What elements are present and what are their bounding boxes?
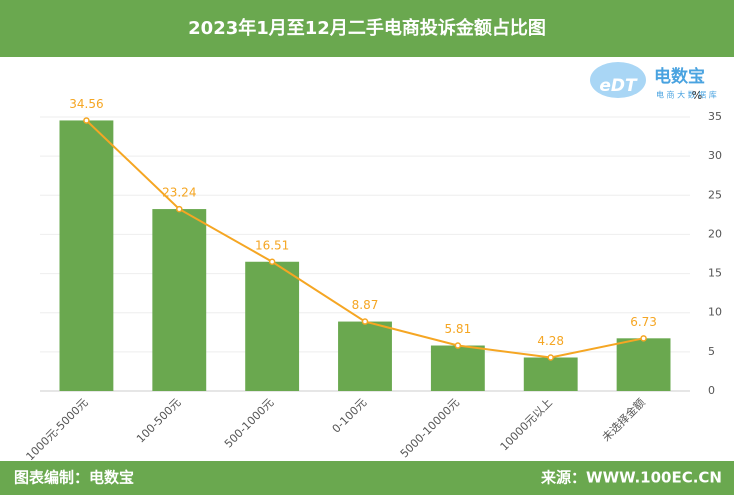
x-tick-label: 10000元以上 [498, 396, 555, 453]
line-point [361, 318, 369, 325]
data-label: 16.51 [255, 238, 289, 252]
bar [523, 357, 578, 391]
x-tick-label: 500-1000元 [222, 396, 276, 450]
line-point [547, 354, 554, 361]
y-tick-label: 15 [708, 267, 722, 280]
footer-left: 图表编制：电数宝 [14, 469, 134, 487]
bar [616, 338, 671, 391]
footer-right: 来源：WWW.100EC.CN [540, 469, 722, 487]
y-tick-label: 0 [708, 384, 715, 397]
y-tick-label: 5 [708, 345, 715, 358]
data-label: 6.73 [630, 315, 657, 329]
line-point [454, 342, 462, 349]
bar [338, 321, 392, 391]
footer-bar [0, 461, 734, 495]
y-tick-label: 20 [708, 227, 722, 240]
y-tick-label: 30 [708, 149, 722, 162]
x-tick-label: 未选择金额 [599, 395, 648, 444]
chart-title: 2023年1月至12月二手电商投诉金额占比图 [188, 17, 546, 39]
x-tick-label: 0-100元 [330, 396, 370, 436]
line-point [640, 335, 647, 342]
line-point [268, 258, 276, 266]
logo-cloud [590, 62, 646, 98]
bar [245, 261, 300, 391]
x-tick-label: 5000-10000元 [398, 396, 462, 460]
y-tick-label: 25 [708, 188, 722, 201]
x-tick-label: 100-500元 [134, 396, 183, 445]
data-label: 8.87 [352, 298, 379, 312]
y-tick-label: 10 [708, 306, 722, 319]
logo-name: 电数宝 [654, 66, 705, 87]
bar [430, 345, 485, 391]
data-label: 23.24 [162, 186, 196, 200]
line-point [83, 117, 90, 124]
line-point [176, 205, 183, 213]
bar [59, 120, 114, 391]
logo-mark: eDT [599, 76, 638, 96]
bar [152, 209, 207, 391]
data-label: 34.56 [69, 97, 103, 111]
data-label: 4.28 [537, 334, 564, 348]
y-unit: % [692, 89, 702, 102]
logo-tagline: 电 商 大 数 据 库 [656, 90, 717, 100]
y-tick-label: 35 [708, 110, 722, 123]
header-bar [0, 0, 734, 57]
data-label: 5.81 [444, 322, 471, 336]
x-tick-label: 1000元-5000元 [24, 396, 91, 463]
